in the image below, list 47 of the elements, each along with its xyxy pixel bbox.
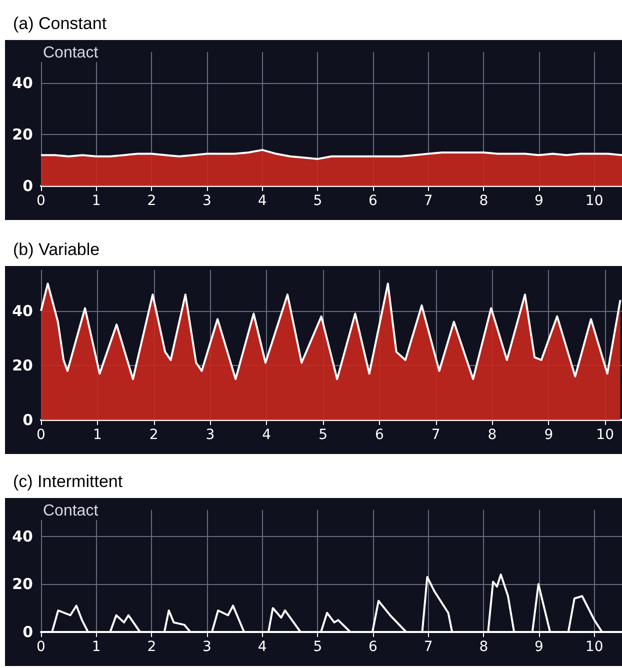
y-tick-label: 40 [12,527,33,546]
x-tick-label: 0 [36,193,46,209]
x-tick-label: 1 [92,639,101,655]
x-tick-label: 4 [258,639,267,655]
chart-title: (a) Constant [13,14,107,33]
annotation: Contact [43,502,99,520]
x-tick-label: 8 [488,427,497,443]
chart-title: (b) Variable [13,240,100,259]
x-tick-label: 10 [596,427,614,443]
x-tick-label: 0 [36,639,46,655]
x-tick-label: 3 [206,427,215,443]
y-tick-label: 40 [12,302,33,320]
x-tick-label: 2 [147,193,156,209]
annotation: Contact [43,44,99,62]
x-tick-label: 9 [544,427,554,443]
x-tick-label: 2 [149,427,158,443]
x-tick-label: 5 [313,193,322,209]
x-tick-label: 7 [431,427,440,443]
x-tick-label: 4 [258,193,267,209]
x-tick-label: 6 [368,193,378,209]
x-tick-label: 4 [262,427,272,443]
y-tick-label: 20 [12,575,33,594]
y-tick-label: 0 [22,623,33,641]
y-tick-label: 0 [22,411,33,429]
x-tick-label: 6 [374,427,384,443]
x-tick-label: 9 [534,639,544,655]
y-tick-label: 20 [12,356,33,374]
x-tick-label: 5 [313,639,322,655]
x-tick-label: 8 [479,193,488,209]
x-tick-label: 2 [147,639,156,655]
x-tick-label: 6 [368,639,378,655]
x-tick-label: 10 [585,639,604,655]
x-tick-label: 1 [92,427,102,443]
x-tick-label: 7 [424,193,433,209]
x-tick-label: 3 [202,639,212,655]
y-tick-label: 40 [12,74,33,92]
y-tick-label: 0 [22,177,33,195]
chart-title: (c) Intermittent [13,472,123,491]
x-tick-label: 8 [479,639,488,655]
x-tick-label: 10 [585,193,604,209]
x-tick-label: 0 [36,427,46,443]
x-tick-label: 7 [424,639,433,655]
y-tick-label: 20 [12,125,33,144]
x-tick-label: 5 [318,427,328,443]
x-tick-label: 9 [534,193,544,209]
x-tick-label: 1 [92,193,101,209]
x-tick-label: 3 [202,193,212,209]
